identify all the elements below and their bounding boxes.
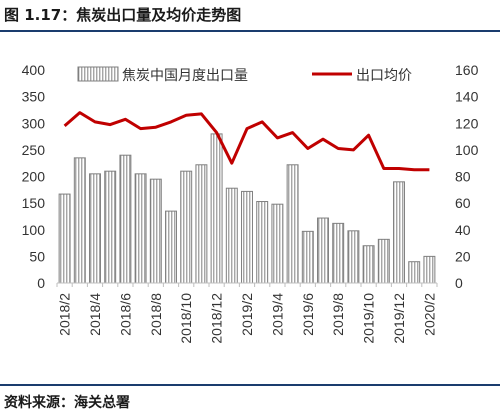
bar xyxy=(165,210,177,284)
y-right-tick-label: 20 xyxy=(455,248,471,264)
x-tick-label: 2019/8 xyxy=(330,293,346,336)
x-tick-label: 2018/10 xyxy=(178,293,194,344)
x-axis: 2018/2 2018/4 2018/6 2018/8 2018/10 2018/12 20… xyxy=(56,283,438,344)
bar xyxy=(58,193,71,284)
bar xyxy=(134,173,147,284)
bar xyxy=(195,164,208,284)
bar xyxy=(210,133,223,284)
x-tick-label: 2019/4 xyxy=(269,293,285,336)
bar xyxy=(73,157,86,284)
avg-price-line xyxy=(63,111,430,172)
bar xyxy=(271,203,284,284)
x-tick-label: 2018/6 xyxy=(117,293,133,336)
x-tick-label: 2018/8 xyxy=(148,293,164,336)
figure-title: 图 1.17：焦炭出口量及均价走势图 xyxy=(4,6,242,24)
x-tick-label: 2020/2 xyxy=(421,293,437,336)
bar xyxy=(332,222,345,284)
bar xyxy=(104,170,117,284)
bar xyxy=(408,261,421,284)
y-right-tick-label: 140 xyxy=(455,89,479,105)
y-right-tick-label: 120 xyxy=(455,115,479,131)
bar xyxy=(241,190,253,284)
title-rule xyxy=(0,30,500,32)
source-rule xyxy=(0,384,500,386)
x-tick-label: 2018/12 xyxy=(209,293,225,344)
bar xyxy=(286,164,299,284)
bar xyxy=(393,181,405,284)
bar-series xyxy=(58,133,436,284)
bar xyxy=(301,230,314,284)
y-right-tick-label: 100 xyxy=(455,142,479,158)
x-tick-label: 2019/10 xyxy=(361,293,377,344)
legend-bar-swatch xyxy=(77,66,119,82)
bar xyxy=(317,217,329,284)
y-right-tick-label: 60 xyxy=(455,195,471,211)
y-left-tick-label: 100 xyxy=(22,222,46,238)
y-right-tick-label: 160 xyxy=(455,62,479,78)
y-left-tick-label: 300 xyxy=(22,115,46,131)
y-left-tick-label: 400 xyxy=(22,62,46,78)
y-left-tick-label: 350 xyxy=(22,89,46,105)
y-left-tick-label: 50 xyxy=(29,248,45,264)
bar xyxy=(225,187,238,284)
y-right-tick-label: 80 xyxy=(455,169,471,185)
y-right-tick-label: 0 xyxy=(455,275,463,291)
bar xyxy=(149,178,162,284)
bar xyxy=(362,245,375,284)
x-tick-label: 2018/2 xyxy=(57,293,73,336)
bar xyxy=(256,201,269,284)
legend-line-label: 出口均价 xyxy=(356,68,412,84)
y-left-tick-label: 0 xyxy=(37,275,45,291)
legend: 焦炭中国月度出口量 出口均价 xyxy=(77,66,412,84)
y-left-tick-label: 150 xyxy=(22,195,46,211)
source-note: 资料来源：海关总署 xyxy=(4,395,130,411)
x-tick-label: 2019/6 xyxy=(300,293,316,336)
x-tick-label: 2019/2 xyxy=(239,293,255,336)
bar xyxy=(119,154,132,284)
line-series xyxy=(63,111,430,172)
left-axis: 0 50 100 150 200 250 300 350 400 xyxy=(22,62,46,291)
y-right-tick-label: 40 xyxy=(455,222,471,238)
y-left-tick-label: 250 xyxy=(22,142,46,158)
right-axis: 0 20 40 60 80 100 120 140 160 xyxy=(455,62,479,291)
x-tick-label: 2019/12 xyxy=(391,293,407,344)
legend-bar-label: 焦炭中国月度出口量 xyxy=(122,68,248,84)
bar xyxy=(89,173,101,284)
bar xyxy=(180,170,193,284)
bar xyxy=(423,255,436,284)
bar xyxy=(347,230,360,284)
y-left-tick-label: 200 xyxy=(22,169,46,185)
x-tick-label: 2018/4 xyxy=(87,293,103,336)
bar xyxy=(377,238,390,284)
